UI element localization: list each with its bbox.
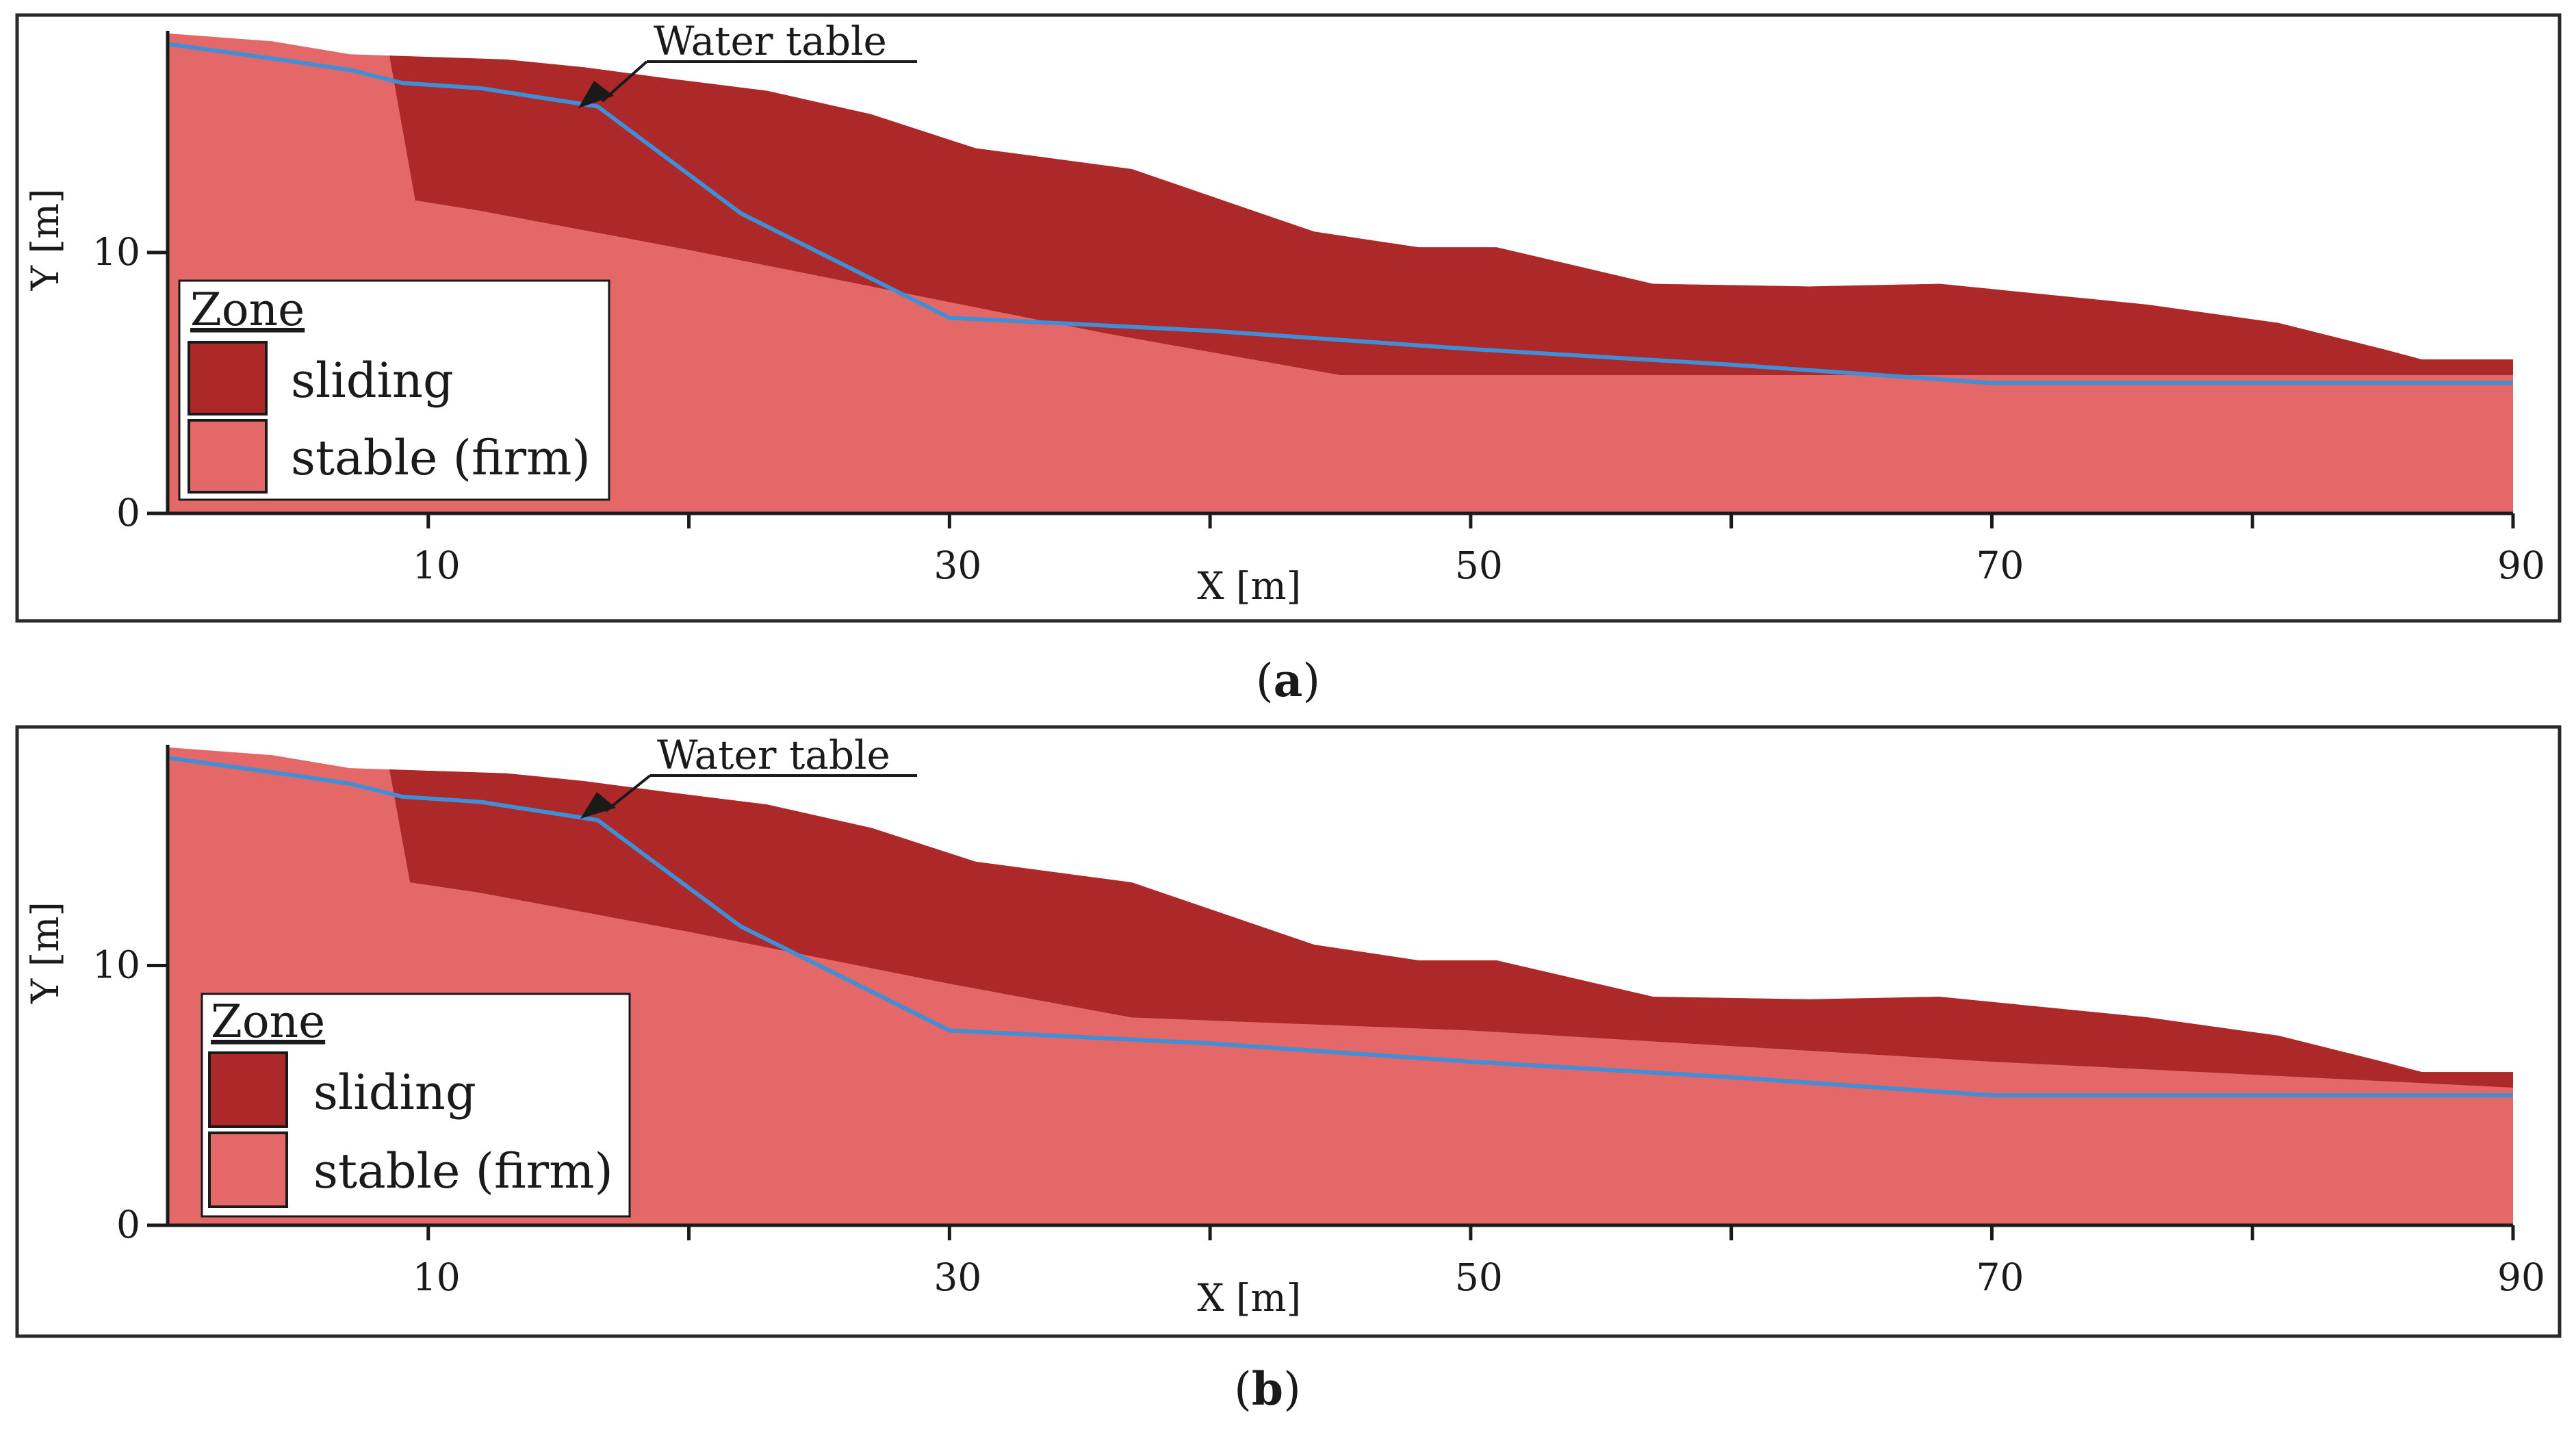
x-tick-label: 50 (1455, 544, 1503, 587)
x-axis-label: X [m] (1197, 1276, 1301, 1320)
legend-swatch-sliding (208, 1051, 288, 1128)
annotation-arrowhead (580, 792, 616, 819)
water-table-annotation: Water table (580, 732, 917, 819)
x-tick-label: 10 (413, 544, 461, 587)
x-axis-label: X [m] (1197, 564, 1301, 608)
water-table-line (167, 756, 2513, 1098)
water-table-label: Water table (654, 18, 887, 64)
water-table-line (167, 42, 2513, 385)
legend-title: Zone (211, 995, 325, 1048)
sliding-zone-area (389, 768, 2513, 1088)
legend-swatch-stable (188, 419, 268, 494)
plot-area: 10 30 50 70 90 0 10 X [m] Y [m] (23, 31, 2545, 608)
legend-label-sliding: sliding (291, 353, 454, 409)
x-tick-label: 90 (2497, 1255, 2545, 1299)
y-axis-label: Y [m] (23, 902, 67, 1004)
sliding-zone-area (389, 54, 2513, 376)
legend: Zone sliding stable (firm) (178, 279, 610, 501)
y-tick-label: 10 (92, 230, 140, 274)
panel-letter-a: a (1274, 654, 1303, 707)
x-tick-label: 70 (1976, 1255, 2024, 1299)
water-table-annotation: Water table (578, 18, 917, 108)
panel-label-b: (b) (1234, 1362, 1301, 1416)
annotation-arrowhead (578, 81, 614, 108)
y-tick-label: 0 (116, 491, 140, 535)
x-tick-label: 10 (413, 1255, 461, 1299)
plot-area: 10 30 50 70 90 0 10 X [m] Y [m] (23, 745, 2545, 1320)
y-tick-label: 10 (92, 943, 140, 987)
x-tick-label: 90 (2497, 544, 2545, 587)
panel-b: 10 30 50 70 90 0 10 X [m] Y [m] Water table Zone… (15, 725, 2562, 1416)
panel-label-a: (a) (1256, 654, 1320, 707)
x-tick-label: 50 (1455, 1255, 1503, 1299)
y-tick-label: 0 (116, 1203, 140, 1246)
x-tick-label: 30 (933, 544, 981, 587)
water-table-label: Water table (657, 732, 890, 778)
legend-label-sliding: sliding (313, 1064, 476, 1121)
legend-swatch-sliding (188, 341, 268, 415)
legend: Zone sliding stable (firm) (201, 993, 631, 1218)
legend-title: Zone (190, 283, 305, 336)
annotation-leader (604, 774, 652, 813)
y-axis-label: Y [m] (23, 188, 67, 291)
legend-swatch-stable (208, 1131, 288, 1208)
x-tick-label: 30 (933, 1255, 981, 1299)
panel-letter-b: b (1252, 1362, 1283, 1416)
legend-label-stable: stable (firm) (313, 1143, 613, 1199)
legend-label-stable: stable (firm) (291, 430, 591, 486)
panel-a: 10 30 50 70 90 0 10 X [m] Y [m] Water table Zone… (15, 13, 2562, 707)
x-tick-label: 70 (1976, 544, 2024, 587)
